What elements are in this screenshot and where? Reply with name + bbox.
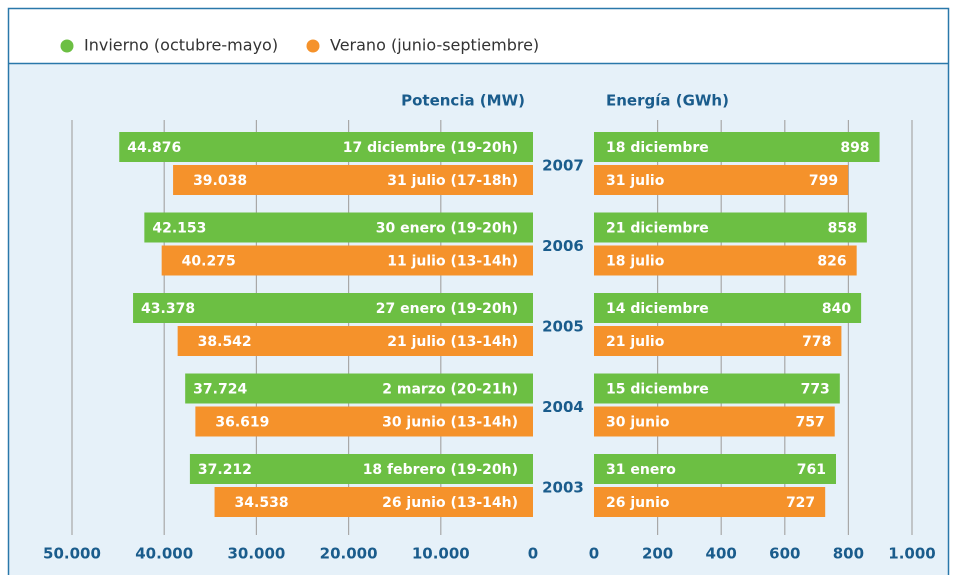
x-tick-label: 600 — [769, 545, 800, 563]
bar — [594, 165, 849, 195]
value-label: 826 — [817, 254, 846, 270]
date-label: 15 diciembre — [606, 382, 709, 398]
bar — [594, 326, 842, 356]
legend-label: Invierno (octubre-mayo) — [84, 36, 278, 55]
date-label: 31 julio — [606, 173, 665, 189]
date-label: 30 junio — [606, 415, 670, 431]
bar — [144, 212, 533, 243]
date-label: 30 enero (19-20h) — [376, 221, 518, 237]
bar — [185, 373, 533, 404]
date-label: 27 enero (19-20h) — [376, 301, 518, 317]
date-label: 30 junio (13-14h) — [382, 415, 518, 431]
date-label: 11 julio (13-14h) — [387, 254, 518, 270]
bar — [594, 132, 880, 162]
chart-title: Energía (GWh) — [606, 92, 729, 110]
bar — [195, 406, 534, 437]
value-label: 37.212 — [198, 462, 252, 478]
x-tick-label: 10.000 — [412, 545, 470, 563]
date-label: 21 julio (13-14h) — [387, 334, 518, 350]
x-tick-label: 40.000 — [135, 545, 193, 563]
bar — [189, 454, 533, 484]
year-label: 2007 — [542, 157, 584, 175]
bar — [594, 487, 826, 517]
value-label: 43.378 — [141, 301, 195, 317]
bar — [594, 373, 840, 404]
year-label: 2003 — [542, 479, 584, 497]
x-tick-label: 200 — [642, 545, 673, 563]
date-label: 21 diciembre — [606, 221, 709, 237]
x-tick-label: 20.000 — [320, 545, 378, 563]
x-tick-label: 50.000 — [43, 545, 101, 563]
legend-label: Verano (junio-septiembre) — [330, 36, 539, 55]
value-label: 727 — [786, 495, 815, 511]
value-label: 898 — [840, 140, 869, 156]
value-label: 34.538 — [235, 495, 289, 511]
date-label: 26 junio (13-14h) — [382, 495, 518, 511]
value-label: 773 — [801, 382, 830, 398]
value-label: 778 — [802, 334, 831, 350]
value-label: 799 — [809, 173, 838, 189]
bar — [594, 212, 867, 243]
bar — [594, 293, 862, 323]
value-label: 858 — [828, 221, 857, 237]
year-label: 2006 — [542, 237, 584, 255]
bar — [133, 293, 533, 323]
value-label: 39.038 — [193, 173, 247, 189]
date-label: 31 enero — [606, 462, 676, 478]
value-label: 36.619 — [215, 415, 269, 431]
date-label: 14 diciembre — [606, 301, 709, 317]
value-label: 38.542 — [198, 334, 252, 350]
value-label: 757 — [795, 415, 824, 431]
chart-title: Potencia (MW) — [401, 92, 525, 110]
x-tick-label: 400 — [706, 545, 737, 563]
bar — [119, 132, 533, 162]
bar — [173, 165, 533, 195]
bar — [161, 245, 534, 276]
value-label: 42.153 — [152, 221, 206, 237]
date-label: 31 julio (17-18h) — [387, 173, 518, 189]
year-label: 2004 — [542, 398, 584, 416]
legend-marker — [60, 39, 74, 53]
bar — [594, 245, 857, 276]
x-tick-label: 1.000 — [888, 545, 935, 563]
date-label: 18 febrero (19-20h) — [363, 462, 518, 478]
value-label: 840 — [822, 301, 851, 317]
date-label: 17 diciembre (19-20h) — [343, 140, 518, 156]
x-tick-label: 800 — [833, 545, 864, 563]
date-label: 18 diciembre — [606, 140, 709, 156]
value-label: 40.275 — [182, 254, 236, 270]
value-label: 761 — [797, 462, 826, 478]
x-tick-label: 0 — [528, 545, 538, 563]
value-label: 44.876 — [127, 140, 181, 156]
bar — [594, 454, 836, 484]
bar — [177, 326, 533, 356]
date-label: 2 marzo (20-21h) — [382, 382, 518, 398]
date-label: 18 julio — [606, 254, 665, 270]
legend-marker — [306, 39, 320, 53]
x-tick-label: 0 — [589, 545, 599, 563]
bar — [594, 406, 835, 437]
date-label: 26 junio — [606, 495, 670, 511]
year-label: 2005 — [542, 318, 584, 336]
x-tick-label: 30.000 — [227, 545, 285, 563]
value-label: 37.724 — [193, 382, 247, 398]
date-label: 21 julio — [606, 334, 665, 350]
frame — [7, 7, 950, 575]
bar — [214, 487, 534, 517]
